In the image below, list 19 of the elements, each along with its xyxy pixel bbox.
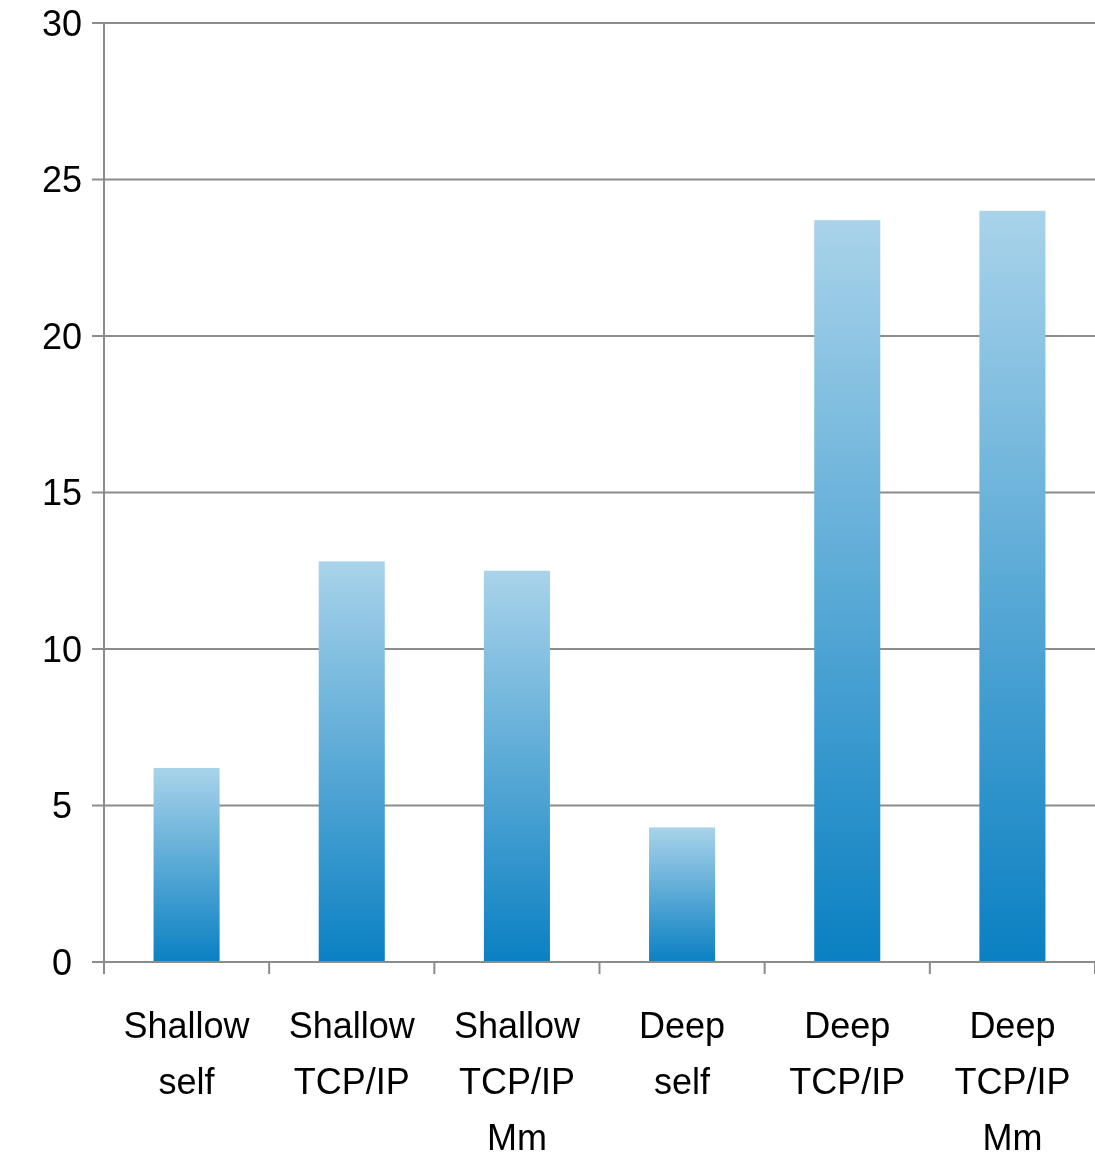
bar: [318, 561, 385, 962]
y-tick-label: 20: [41, 315, 83, 357]
x-tick-label: Deep TCP/IP Mm: [954, 1005, 1071, 1156]
bar: [153, 767, 220, 962]
bar: [649, 827, 716, 962]
bar: [979, 210, 1046, 962]
y-tick-label: 25: [41, 159, 83, 201]
x-tick-label: Shallow TCP/IP Mm: [453, 1005, 581, 1156]
y-tick-label: 5: [51, 785, 73, 827]
bar: [814, 220, 881, 962]
x-tick-label: Deep self: [639, 1005, 726, 1102]
y-tick-label: 30: [41, 2, 83, 44]
y-tick-label: 15: [41, 472, 83, 514]
x-tick-label: Shallow self: [123, 1005, 251, 1102]
y-tick-label: 10: [41, 628, 83, 670]
x-tick-label: Shallow TCP/IP: [288, 1005, 416, 1102]
x-tick-label: Deep TCP/IP: [789, 1005, 906, 1102]
y-tick-label: 0: [51, 941, 73, 983]
bar: [483, 570, 550, 962]
